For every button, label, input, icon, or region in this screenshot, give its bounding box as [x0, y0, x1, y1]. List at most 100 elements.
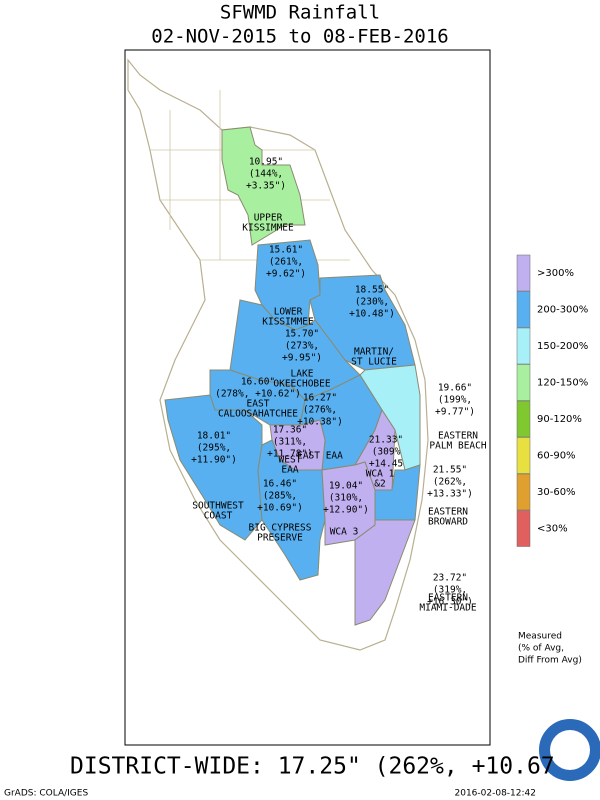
region-value: (262%,	[433, 477, 467, 488]
logo-inner	[550, 730, 590, 770]
region-value: 19.66"	[438, 383, 472, 394]
legend-swatch	[516, 473, 531, 511]
timestamp: 2016-02-08-12:42	[455, 789, 537, 799]
legend-swatch	[516, 291, 531, 328]
region-name: &2	[374, 479, 385, 490]
legend-label: 60-90%	[537, 451, 576, 462]
region-name: CALOOSAHATCHEE	[218, 409, 298, 420]
region-value: 15.61"	[269, 245, 303, 256]
region-value: 18.55"	[355, 285, 389, 296]
region-value: 17.36"	[273, 425, 307, 436]
region	[374, 464, 421, 521]
region-value: (261%,	[269, 257, 303, 268]
region-value: (295%,	[197, 443, 231, 454]
region-value: (285%,	[263, 491, 297, 502]
region-value: (311%,	[273, 437, 307, 448]
region-name: PRESERVE	[257, 533, 303, 544]
legend-label: 90-120%	[537, 414, 582, 425]
legend-note: Diff From Avg)	[518, 656, 582, 666]
region-value: +10.69")	[257, 503, 303, 514]
region-value: 21.55"	[433, 465, 467, 476]
region-value: +13.33")	[427, 489, 473, 500]
legend-swatch	[516, 327, 531, 365]
legend-note: (% of Avg,	[518, 644, 564, 654]
legend-label: 120-150%	[537, 378, 588, 389]
region-value: +3.35")	[246, 181, 286, 192]
region	[221, 126, 306, 246]
region-value: (278%, +10.62")	[215, 389, 301, 400]
legend-label: <30%	[537, 524, 568, 535]
region-value: 23.72"	[433, 573, 467, 584]
region-value: +12.90")	[323, 505, 369, 516]
region-value: +16.30")	[427, 597, 473, 608]
legend-swatch	[516, 364, 531, 401]
region-name: EAST EAA	[297, 451, 343, 462]
region-name: WCA 1	[366, 469, 395, 480]
region-value: 15.70"	[285, 329, 319, 340]
region-value: 10.95"	[249, 157, 283, 168]
region-value: +9.62")	[266, 269, 306, 280]
region-value: (199%,	[438, 395, 472, 406]
region-value: +9.77")	[435, 407, 475, 418]
region-value: 19.04"	[329, 481, 363, 492]
region-name: LOWER	[274, 307, 303, 318]
subtitle: 02-NOV-2015 to 08-FEB-2016	[151, 26, 448, 48]
region-value: (230%,	[355, 297, 389, 308]
region-name: KISSIMMEE	[242, 223, 294, 234]
legend-swatch	[516, 400, 531, 438]
region-value: (144%,	[249, 169, 283, 180]
region-value: (273%,	[285, 341, 319, 352]
legend-label: 30-60%	[537, 487, 576, 498]
legend-swatch	[516, 254, 531, 292]
region-name: ST LUCIE	[351, 357, 397, 368]
legend-note: Measured	[518, 632, 562, 642]
region-name: BROWARD	[428, 517, 468, 528]
region-name: KISSIMMEE	[262, 317, 314, 328]
region-name: BIG CYPRESS	[249, 523, 312, 534]
region-value: 16.46"	[263, 479, 297, 490]
region-name: OKEECHOBEE	[273, 379, 330, 390]
region-value: +10.38")	[297, 417, 343, 428]
region-name: PALM BEACH	[429, 441, 486, 452]
region-name: EASTERN	[428, 507, 468, 518]
credit: GrADS: COLA/IGES	[4, 789, 88, 799]
region-name: LAKE	[291, 369, 314, 380]
legend-label: 200-300%	[537, 305, 588, 316]
region-value: 16.27"	[303, 393, 337, 404]
region	[257, 439, 326, 581]
region	[354, 519, 416, 626]
region-name: MARTIN/	[354, 347, 394, 358]
region-name: EASTERN	[438, 431, 478, 442]
region-value: 21.33"	[369, 435, 403, 446]
region-name: SOUTHWEST	[192, 501, 244, 512]
region-value: (310%,	[329, 493, 363, 504]
region-value: +10.48")	[349, 309, 395, 320]
region-value: (319%,	[433, 585, 467, 596]
coastline	[127, 58, 429, 651]
region-name: EAA	[281, 465, 298, 476]
region-value: 18.01"	[197, 431, 231, 442]
region-name: EASTERN	[428, 593, 468, 604]
region-value: +14.45	[369, 459, 403, 470]
legend-label: 150-200%	[537, 341, 588, 352]
region-name: WEST	[279, 455, 302, 466]
title: SFWMD Rainfall	[220, 2, 380, 24]
region-value: +9.95")	[282, 353, 322, 364]
region-name: MIAMI-DADE	[419, 603, 476, 614]
region-name: UPPER	[254, 213, 283, 224]
region-value: +11.90")	[191, 455, 237, 466]
region-value: (276%,	[303, 405, 337, 416]
legend-swatch	[516, 510, 531, 547]
region-name: WCA 3	[330, 527, 359, 538]
region-name: COAST	[204, 511, 233, 522]
region	[309, 274, 416, 371]
district-wide: DISTRICT-WIDE: 17.25" (262%, +10.67	[70, 754, 555, 780]
region-value: 16.60"	[241, 377, 275, 388]
legend-swatch	[516, 437, 531, 474]
legend-label: >300%	[537, 268, 574, 279]
region-name: EAST	[247, 399, 270, 410]
region-value: (309%	[372, 447, 401, 458]
regions	[164, 126, 421, 626]
region-value: +11.78")	[267, 449, 313, 460]
